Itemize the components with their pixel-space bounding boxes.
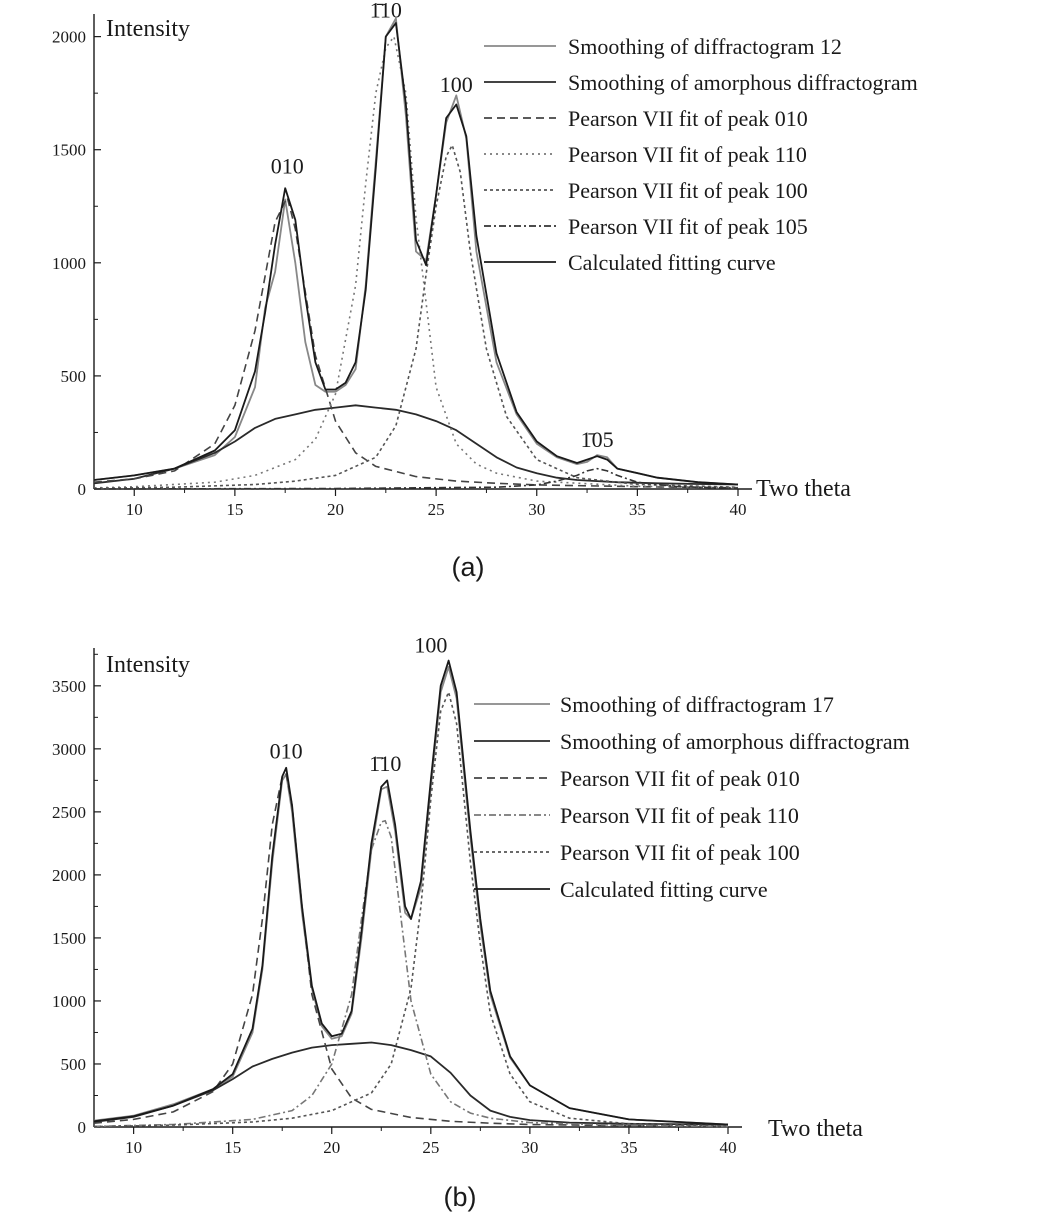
y-tick-label-a: 500 xyxy=(61,367,87,386)
y-tick-label-b: 2500 xyxy=(52,803,86,822)
peak-label-a-2: 100 xyxy=(440,72,473,97)
series-line-a-2 xyxy=(93,196,739,489)
legend-label-b-3: Pearson VII fit of peak 110 xyxy=(560,803,799,828)
legend-label-b-4: Pearson VII fit of peak 100 xyxy=(560,840,800,865)
x-tick-label-b: 35 xyxy=(620,1138,637,1157)
peak-label-b-0: 010 xyxy=(270,738,303,763)
y-tick-label-b: 1000 xyxy=(52,992,86,1011)
peak-label-a-3: 1̄05 xyxy=(581,427,614,452)
chart-panel-b: 0 500 1000 1500 2000 2500 3000 3500 10 15 20 25 30 35… xyxy=(52,633,910,1157)
legend-label-b-2: Pearson VII fit of peak 010 xyxy=(560,766,800,791)
x-tick-label-b: 30 xyxy=(521,1138,538,1157)
x-tick-label-b: 15 xyxy=(224,1138,241,1157)
series-line-b-4 xyxy=(93,691,729,1128)
peak-label-a-1: 1̄10 xyxy=(370,0,402,22)
y-tick-label-b: 1500 xyxy=(52,929,86,948)
x-tick-label-a: 10 xyxy=(126,500,143,519)
x-tick-label-a: 20 xyxy=(327,500,344,519)
x-tick-label-a: 25 xyxy=(428,500,445,519)
legend-label-a-5: Pearson VII fit of peak 105 xyxy=(568,214,808,239)
peak-label-b-1: 1̄10 xyxy=(369,751,401,776)
legend-label-a-3: Pearson VII fit of peak 110 xyxy=(568,142,807,167)
x-tick-label-a: 35 xyxy=(629,500,646,519)
y-tick-label-b: 3000 xyxy=(52,740,86,759)
legend-label-a-1: Smoothing of amorphous diffractogram xyxy=(568,70,918,95)
y-tick-label-a: 1000 xyxy=(52,254,86,273)
x-tick-label-b: 20 xyxy=(323,1138,340,1157)
legend-label-a-0: Smoothing of diffractogram 12 xyxy=(568,34,842,59)
peak-label-a-0: 010 xyxy=(271,153,304,178)
legend-label-a-4: Pearson VII fit of peak 100 xyxy=(568,178,808,203)
y-tick-label-a: 2000 xyxy=(52,28,86,47)
series-line-a-5 xyxy=(93,467,739,490)
legend-label-b-0: Smoothing of diffractogram 17 xyxy=(560,692,834,717)
x-tick-label-b: 25 xyxy=(422,1138,439,1157)
y-axis-title-a: Intensity xyxy=(106,16,190,42)
legend-label-a-2: Pearson VII fit of peak 010 xyxy=(568,106,808,131)
series-line-a-6 xyxy=(93,22,739,486)
y-tick-label-a: 0 xyxy=(78,480,87,499)
legend-label-b-1: Smoothing of amorphous diffractogram xyxy=(560,729,910,754)
y-axis-title-b: Intensity xyxy=(106,652,190,678)
panel-caption-a: (a) xyxy=(452,552,485,582)
y-tick-label-b: 500 xyxy=(61,1055,87,1074)
x-tick-label-a: 30 xyxy=(528,500,545,519)
series-line-a-4 xyxy=(93,144,739,490)
x-tick-label-b: 40 xyxy=(720,1138,737,1157)
x-tick-label-a: 40 xyxy=(730,500,747,519)
panel-caption-b: (b) xyxy=(444,1182,477,1212)
y-tick-label-b: 2000 xyxy=(52,866,86,885)
peak-label-b-2: 100 xyxy=(414,633,447,658)
series-line-b-3 xyxy=(93,819,729,1128)
x-tick-label-a: 15 xyxy=(226,500,243,519)
series-line-a-1 xyxy=(93,404,739,486)
chart-panel-a: 0 500 1000 1500 2000 10 15 20 25 30 35 40 Intensity T… xyxy=(52,0,918,519)
legend-label-b-5: Calculated fitting curve xyxy=(560,877,768,902)
series-line-b-1 xyxy=(93,1041,729,1126)
legend-label-a-6: Calculated fitting curve xyxy=(568,250,776,275)
y-tick-label-b: 3500 xyxy=(52,677,86,696)
x-axis-title-b: Two theta xyxy=(768,1116,863,1142)
y-tick-label-b: 0 xyxy=(78,1118,87,1137)
x-axis-title-a: Two theta xyxy=(756,476,851,502)
series-line-b-5 xyxy=(93,659,729,1126)
y-tick-label-a: 1500 xyxy=(52,141,86,160)
x-tick-label-b: 10 xyxy=(125,1138,142,1157)
